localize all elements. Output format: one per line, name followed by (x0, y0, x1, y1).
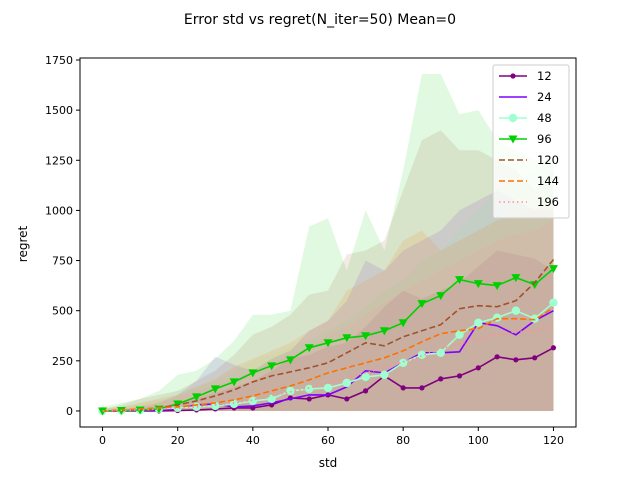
point-series-2-19 (455, 330, 464, 339)
point-series-3-21 (492, 282, 502, 291)
line-series-5 (102, 307, 554, 412)
point-series-3-18 (436, 292, 446, 301)
band-series-5 (102, 200, 554, 411)
y-axis-label: regret (16, 225, 30, 262)
y-tick-label: 500 (52, 305, 73, 318)
band-series-6 (102, 220, 554, 411)
x-axis-label: std (319, 456, 338, 470)
point-series-3-24 (548, 265, 558, 274)
legend-marker (508, 113, 518, 123)
x-tick-label: 20 (171, 434, 185, 447)
point-series-3-22 (511, 274, 521, 283)
point-series-3-6 (210, 385, 220, 394)
point-series-2-20 (474, 318, 483, 327)
legend-label: 96 (537, 132, 552, 146)
point-series-3-8 (248, 369, 258, 378)
x-tick-label: 80 (396, 434, 410, 447)
point-series-2-7 (229, 399, 239, 409)
y-tick-label: 250 (52, 355, 73, 368)
point-series-3-12 (323, 339, 333, 348)
point-series-2-17 (417, 350, 427, 360)
point-series-2-23 (530, 314, 539, 323)
point-series-2-13 (342, 378, 351, 388)
point-series-0-14 (362, 388, 369, 394)
legend-label: 196 (537, 195, 559, 209)
point-series-3-11 (304, 344, 314, 353)
point-series-0-18 (438, 376, 444, 382)
legend-label: 12 (537, 69, 552, 83)
x-tick-label: 60 (321, 434, 335, 447)
point-series-3-7 (229, 378, 239, 387)
y-tick-label: 1000 (45, 204, 73, 217)
point-series-3-19 (455, 276, 465, 285)
point-series-2-10 (286, 386, 295, 396)
chart-title: Error std vs regret(N_iter=50) Mean=0 (184, 12, 456, 28)
point-series-0-16 (400, 385, 406, 391)
x-tick-label: 0 (99, 434, 106, 447)
band-series-4 (102, 130, 554, 411)
legend-box (492, 64, 570, 219)
legend: 12 24 48 96 120 144 196 (492, 64, 570, 219)
point-series-2-8 (248, 396, 258, 406)
point-series-0-21 (494, 354, 500, 360)
point-series-2-18 (436, 348, 445, 357)
point-series-3-10 (285, 356, 295, 365)
legend-marker (510, 73, 516, 79)
point-series-3-15 (379, 327, 389, 336)
point-series-2-11 (305, 384, 314, 394)
x-tick-label: 120 (543, 434, 564, 447)
point-series-3-23 (530, 281, 540, 290)
band-series-0 (102, 250, 554, 411)
point-series-0-17 (419, 385, 425, 391)
point-series-3-5 (191, 393, 201, 402)
confidence-bands (102, 74, 554, 411)
y-tick-label: 0 (66, 405, 73, 418)
line-series-4 (102, 258, 555, 412)
point-series-2-24 (549, 298, 558, 307)
point-series-0-19 (456, 373, 463, 379)
point-series-0-20 (475, 365, 481, 371)
point-series-3-16 (398, 319, 408, 328)
point-series-2-12 (323, 383, 333, 393)
series-lines (98, 258, 558, 416)
legend-marker (508, 135, 518, 144)
legend-label: 120 (537, 153, 559, 167)
point-series-3-13 (342, 334, 352, 343)
point-series-3-14 (361, 332, 371, 341)
axes: 0 20 40 60 80 100 120 0 250 500 750 1000 1250 1500 175… (45, 54, 577, 447)
band-series-3 (102, 74, 554, 411)
point-series-3-9 (267, 362, 277, 371)
point-series-0-23 (532, 355, 538, 361)
legend-label: 48 (537, 111, 552, 125)
y-tick-label: 750 (52, 255, 73, 268)
y-tick-label: 1750 (45, 54, 73, 67)
x-tick-label: 100 (468, 434, 489, 447)
point-series-0-24 (550, 345, 557, 351)
band-series-2 (102, 160, 554, 411)
legend-label: 24 (537, 90, 552, 104)
y-tick-label: 1250 (45, 154, 73, 167)
legend-label: 144 (537, 174, 559, 188)
point-series-0-13 (344, 396, 350, 402)
point-series-2-16 (398, 358, 408, 368)
point-series-2-22 (511, 306, 521, 315)
x-tick-label: 40 (246, 434, 260, 447)
point-series-0-22 (513, 357, 519, 363)
y-tick-label: 1500 (45, 104, 73, 117)
point-series-2-14 (361, 372, 370, 382)
point-series-0-11 (306, 396, 312, 402)
point-series-3-17 (417, 300, 427, 309)
point-series-3-20 (473, 280, 483, 289)
point-series-2-15 (380, 370, 389, 380)
